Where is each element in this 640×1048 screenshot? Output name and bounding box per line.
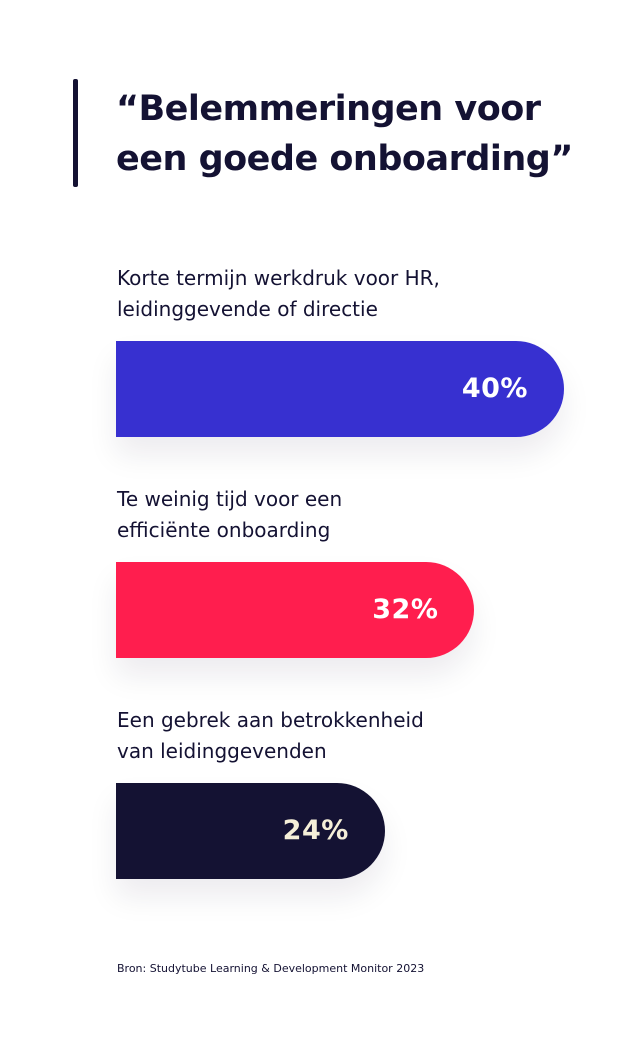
chart-title: “Belemmeringen voor een goede onboarding…: [116, 84, 616, 184]
bar-3-value-label: 24%: [282, 815, 349, 846]
title-accent-bar: [73, 79, 78, 187]
chart-title-line-1: “Belemmeringen voor: [116, 89, 541, 129]
category-label-3-line-1: Een gebrek aan betrokkenheid: [117, 708, 424, 732]
category-label-2-line-2: efficiënte onboarding: [117, 518, 331, 542]
category-label-3: Een gebrek aan betrokkenheid van leiding…: [117, 705, 557, 767]
category-label-1-line-2: leidinggevende of directie: [117, 297, 378, 321]
bar-1-value-label: 40%: [461, 373, 528, 404]
category-label-1: Korte termijn werkdruk voor HR, leidingg…: [117, 263, 557, 325]
bar-track-1: 40%: [116, 341, 564, 437]
bar-track-2: 32%: [116, 562, 564, 658]
category-label-2: Te weinig tijd voor een efficiënte onboa…: [117, 484, 557, 546]
source-note: Bron: Studytube Learning & Development M…: [117, 962, 425, 975]
bar-2: 32%: [116, 562, 475, 658]
category-label-3-line-2: van leidinggevenden: [117, 739, 327, 763]
bar-track-3: 24%: [116, 783, 564, 879]
bar-2-value-label: 32%: [372, 594, 439, 625]
chart-title-line-2: een goede onboarding”: [116, 139, 573, 179]
category-label-1-line-1: Korte termijn werkdruk voor HR,: [117, 266, 440, 290]
bar-1: 40%: [116, 341, 564, 437]
category-label-2-line-1: Te weinig tijd voor een: [117, 487, 343, 511]
bar-3: 24%: [116, 783, 385, 879]
